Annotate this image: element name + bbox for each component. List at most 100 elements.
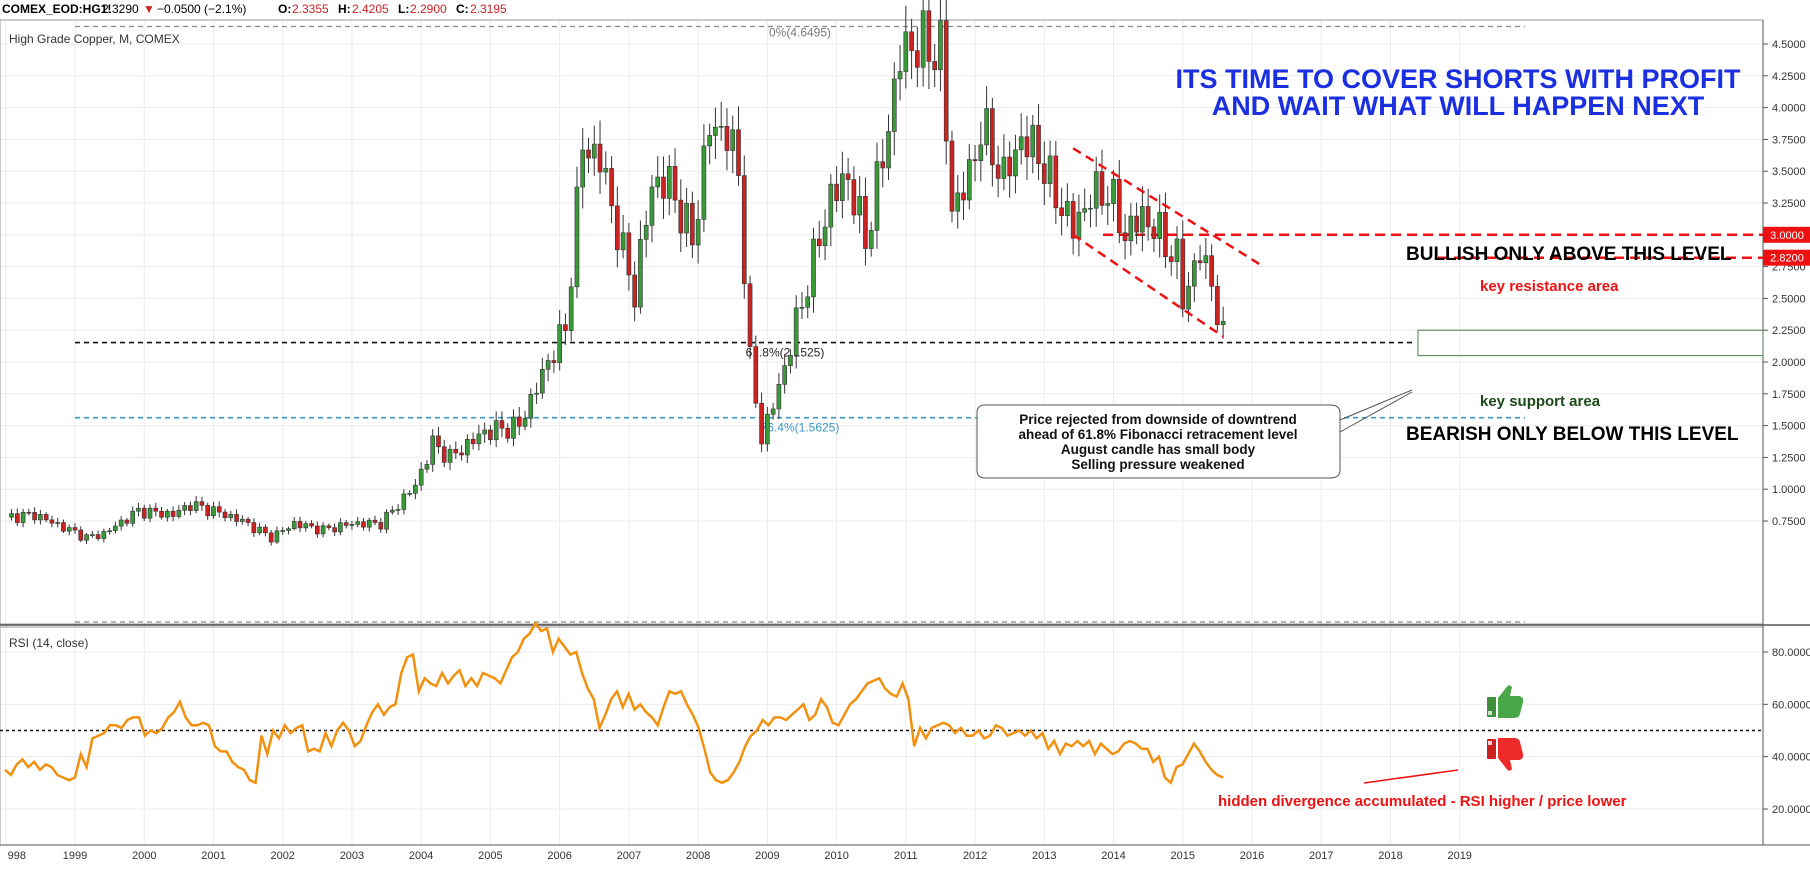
candle (153, 507, 159, 512)
time-tick-label: 2003 (340, 850, 364, 862)
rsi-axis: 80.0000 60.0000 40.0000 20.0000 (1763, 647, 1810, 816)
time-tick-label: 2018 (1378, 850, 1402, 862)
candle (1163, 212, 1168, 257)
price-tick-label: 2.5000 (1772, 293, 1806, 305)
candle (632, 274, 637, 308)
candle (891, 78, 897, 132)
candle (476, 433, 482, 445)
candle (897, 71, 903, 80)
candle (395, 509, 401, 511)
price-change: −0.0500 (−2.1%) (157, 2, 246, 16)
candle (649, 186, 655, 226)
candle (816, 238, 822, 247)
resistance-282-badge-label: 2.8200 (1770, 253, 1804, 265)
candle (972, 159, 978, 161)
candle (239, 518, 245, 522)
candle (655, 176, 661, 188)
candle (401, 493, 407, 510)
candle (482, 429, 487, 435)
candle (868, 230, 874, 249)
candle (78, 529, 84, 541)
candle (1053, 155, 1059, 209)
candle (540, 368, 545, 394)
candle (511, 416, 516, 439)
candle (909, 31, 914, 51)
candle (436, 435, 441, 448)
candle (95, 534, 101, 539)
candle (776, 384, 782, 410)
rsi-tick-label: 80.0000 (1772, 647, 1810, 659)
candle (1191, 260, 1197, 287)
candle (990, 108, 995, 166)
time-tick-label: 2007 (617, 850, 641, 862)
candle (851, 179, 857, 216)
candle (863, 196, 868, 249)
candle (1036, 124, 1041, 164)
price-pane-title: High Grade Copper, M, COMEX (9, 32, 180, 46)
resistance-3-badge (1763, 226, 1810, 243)
candle (211, 506, 216, 517)
time-tick-label: 998 (8, 850, 26, 862)
candle (251, 522, 257, 534)
candle (845, 173, 851, 180)
candle (724, 126, 730, 151)
headline-line-2: AND WAIT WHAT WILL HAPPEN NEXT (1212, 91, 1705, 121)
candle (193, 501, 199, 511)
candle (938, 20, 943, 71)
candle (1197, 260, 1203, 264)
resistance-282-badge (1763, 249, 1810, 266)
candle (1116, 178, 1122, 234)
candle (447, 448, 453, 463)
candle (26, 511, 32, 514)
candle (176, 509, 182, 517)
close-label: C: (456, 2, 469, 16)
time-tick-label: 2016 (1240, 850, 1264, 862)
time-tick-label: 2015 (1171, 850, 1195, 862)
down-arrow-icon: ▼ (143, 2, 155, 16)
candle (701, 145, 707, 220)
candle (188, 505, 193, 511)
candle (303, 523, 309, 529)
candle (770, 408, 776, 415)
candle (199, 501, 205, 506)
candle (1203, 255, 1209, 264)
candle (545, 360, 551, 370)
candle (666, 166, 672, 199)
candle (920, 10, 926, 68)
candle (1099, 171, 1105, 206)
candle (1122, 232, 1128, 242)
candle (620, 232, 626, 251)
candle (713, 126, 718, 136)
candle (1076, 211, 1082, 239)
bullish-label: BULLISH ONLY ABOVE THIS LEVEL (1406, 244, 1732, 265)
candle (1220, 321, 1226, 325)
candle (413, 484, 418, 494)
candle (1070, 201, 1076, 239)
candle (14, 513, 20, 523)
candle (759, 402, 764, 445)
candle (297, 521, 303, 529)
time-tick-label: 2013 (1032, 850, 1056, 862)
candle (1111, 178, 1116, 204)
candle (9, 513, 14, 518)
candle (49, 519, 55, 524)
callout-line-4: Selling pressure weakened (1071, 457, 1244, 472)
candle (690, 203, 695, 246)
candle (216, 506, 222, 513)
candle (597, 143, 603, 173)
candle (1007, 156, 1012, 177)
rsi-pane-title: RSI (14, close) (9, 636, 88, 650)
open-label: O: (278, 2, 291, 16)
candle (107, 530, 112, 533)
candle (309, 523, 314, 527)
time-tick-label: 2019 (1447, 850, 1471, 862)
candle (1215, 286, 1220, 325)
candle (788, 355, 793, 366)
candle (736, 129, 741, 176)
candle (926, 10, 932, 62)
bearish-label: BEARISH ONLY BELOW THIS LEVEL (1406, 424, 1739, 445)
time-tick-label: 2001 (201, 850, 225, 862)
candle (320, 525, 326, 535)
candles (9, 0, 1226, 546)
